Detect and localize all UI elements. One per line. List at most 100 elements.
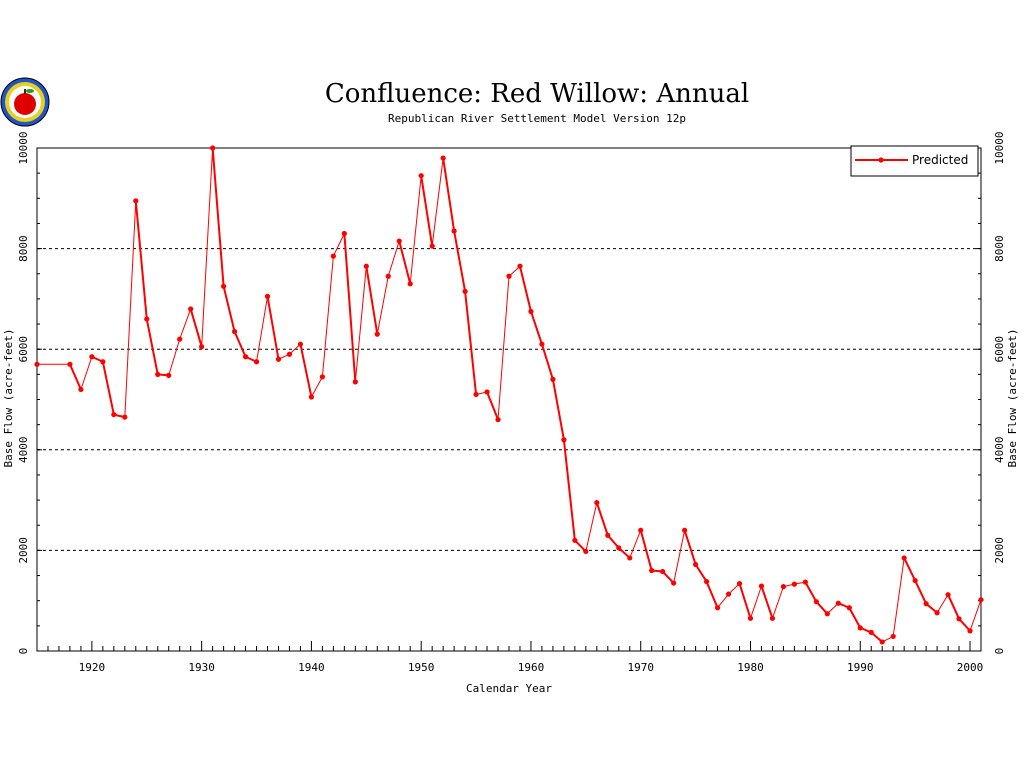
series-segment	[958, 617, 972, 632]
data-point	[561, 437, 567, 443]
data-point	[188, 306, 194, 312]
y-tick-label-right: 8000	[993, 235, 1006, 262]
series-segment	[947, 593, 961, 620]
series-segment	[673, 529, 686, 584]
data-point	[144, 316, 150, 322]
data-point	[517, 263, 523, 269]
y-tick-label: 0	[17, 648, 30, 655]
series-segment	[464, 290, 478, 396]
series-segment	[365, 265, 379, 336]
series-segment	[771, 586, 784, 619]
data-point	[528, 308, 534, 315]
series-segment	[321, 255, 334, 378]
data-point	[440, 155, 446, 161]
data-point	[649, 567, 655, 574]
data-point	[682, 527, 688, 533]
data-point	[978, 597, 984, 603]
series-segment	[453, 229, 467, 293]
data-point	[923, 601, 929, 607]
series-segment	[387, 240, 400, 277]
y-tick-label: 4000	[17, 437, 30, 464]
series-segment	[683, 529, 697, 566]
series-segment	[518, 265, 532, 313]
data-point	[945, 592, 951, 598]
x-tick-label: 1990	[847, 661, 874, 674]
data-point	[34, 361, 40, 367]
series-segment	[134, 199, 148, 321]
data-point	[693, 561, 699, 568]
data-point	[264, 293, 271, 299]
data-point	[725, 591, 732, 597]
data-point	[539, 341, 545, 347]
series-segment	[914, 579, 928, 605]
series-segment	[903, 556, 917, 582]
y-tick-label: 10000	[17, 131, 30, 164]
gridlines	[37, 147, 981, 551]
data-point	[835, 600, 841, 606]
series-segment	[551, 378, 565, 441]
data-point	[769, 615, 776, 621]
data-point	[363, 263, 369, 269]
series-segment	[848, 606, 862, 629]
x-tick-label: 1940	[298, 661, 325, 674]
data-point	[210, 145, 216, 151]
data-point	[221, 283, 227, 289]
data-point	[297, 341, 304, 347]
data-point	[671, 580, 677, 586]
data-point	[473, 391, 479, 398]
x-tick-label: 1920	[79, 661, 106, 674]
series-segment	[168, 338, 181, 376]
data-point	[736, 580, 743, 587]
data-point	[166, 372, 172, 378]
series-segment	[256, 295, 269, 363]
data-point	[616, 545, 622, 551]
x-tick-label: 1950	[408, 661, 435, 674]
y-tick-label-right: 2000	[993, 537, 1006, 564]
data-point	[583, 548, 589, 555]
x-tick-label: 1930	[188, 661, 215, 674]
data-point	[758, 583, 765, 589]
data-point	[462, 288, 468, 294]
y-tick-label: 6000	[17, 336, 30, 363]
data-point	[396, 238, 402, 244]
data-point	[308, 394, 315, 400]
data-point	[319, 374, 325, 380]
data-point	[857, 625, 863, 631]
data-point	[199, 344, 205, 350]
data-point	[177, 336, 183, 342]
chart-title: Confluence: Red Willow: Annual	[325, 79, 749, 109]
data-point	[100, 359, 106, 365]
data-point	[572, 537, 578, 543]
plot-frame	[36, 147, 982, 652]
data-point	[846, 605, 852, 611]
series-segment	[343, 232, 357, 383]
data-point	[714, 605, 721, 611]
data-point	[155, 371, 161, 377]
data-point	[747, 615, 754, 621]
data-point	[385, 273, 391, 279]
data-point	[890, 633, 896, 640]
series-segment	[398, 240, 412, 285]
series-segment	[80, 356, 93, 390]
series-segment	[354, 265, 367, 383]
y-tick-label-right: 4000	[993, 437, 1006, 464]
series-segment	[705, 580, 719, 609]
series-segment	[540, 343, 554, 381]
series-segment	[639, 529, 653, 572]
x-tick-label: 2000	[957, 661, 984, 674]
data-point	[956, 616, 962, 622]
data-point	[133, 198, 139, 204]
series-segment	[629, 529, 642, 559]
data-point	[506, 273, 512, 279]
series-segment	[585, 502, 598, 552]
data-series	[34, 145, 984, 645]
data-point	[879, 639, 885, 645]
series-segment	[529, 310, 543, 346]
x-tick-label: 1970	[627, 661, 654, 674]
series-segment	[760, 585, 774, 620]
data-point	[868, 629, 874, 635]
series-segment	[969, 599, 982, 632]
y-tick-label-right: 0	[993, 648, 1006, 655]
y-tick-label: 8000	[17, 235, 30, 262]
